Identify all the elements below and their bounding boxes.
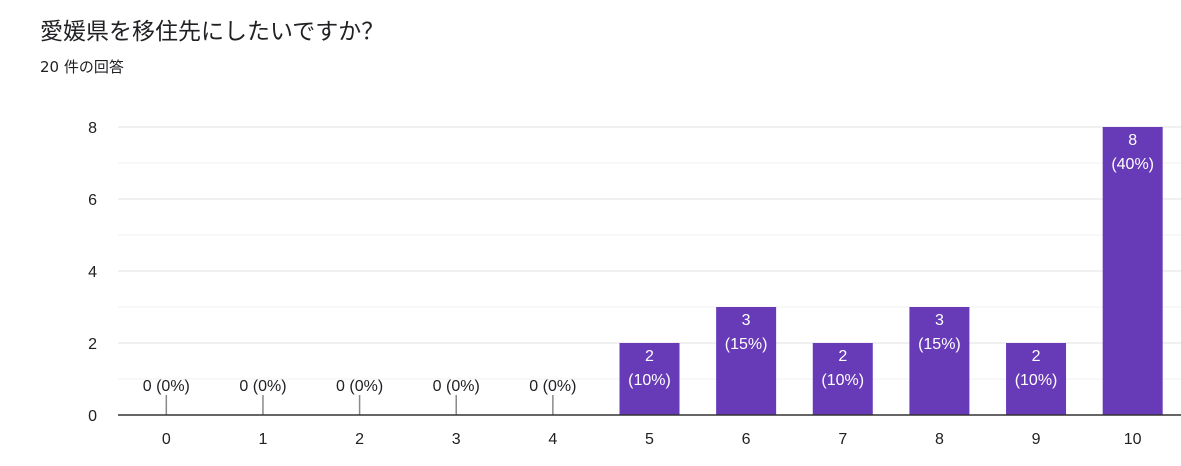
bar-percent-label: (10%) bbox=[821, 372, 864, 389]
response-count: 20 件の回答 bbox=[40, 58, 124, 76]
y-tick-label: 8 bbox=[88, 120, 97, 137]
x-tick-label: 9 bbox=[1032, 431, 1041, 448]
x-tick-label: 10 bbox=[1124, 431, 1142, 448]
bar-value-label: 2 bbox=[1032, 348, 1041, 365]
bar-percent-label: (10%) bbox=[1015, 372, 1058, 389]
x-tick-label: 2 bbox=[355, 431, 364, 448]
y-tick-label: 6 bbox=[88, 192, 97, 209]
x-tick-label: 5 bbox=[645, 431, 654, 448]
y-tick-label: 4 bbox=[88, 264, 97, 281]
bar-data-label: 0 (0%) bbox=[433, 378, 480, 395]
x-tick-label: 0 bbox=[162, 431, 171, 448]
x-tick-label: 6 bbox=[742, 431, 751, 448]
x-tick-label: 4 bbox=[548, 431, 557, 448]
bar-value-label: 3 bbox=[742, 312, 751, 329]
x-tick-label: 3 bbox=[452, 431, 461, 448]
bar-data-label: 0 (0%) bbox=[529, 378, 576, 395]
y-tick-label: 0 bbox=[88, 408, 97, 425]
bar bbox=[716, 307, 777, 415]
bar-percent-label: (10%) bbox=[628, 372, 671, 389]
bar bbox=[909, 307, 970, 415]
bar-data-label: 0 (0%) bbox=[336, 378, 383, 395]
bar bbox=[1006, 343, 1067, 415]
x-tick-label: 1 bbox=[259, 431, 268, 448]
y-tick-label: 2 bbox=[88, 336, 97, 353]
bar-data-label: 0 (0%) bbox=[143, 378, 190, 395]
x-tick-label: 8 bbox=[935, 431, 944, 448]
chart-title: 愛媛県を移住先にしたいですか？ bbox=[40, 19, 385, 45]
bar bbox=[812, 343, 873, 415]
x-tick-label: 7 bbox=[838, 431, 847, 448]
bar-data-label: 0 (0%) bbox=[239, 378, 286, 395]
bar-value-label: 2 bbox=[838, 348, 847, 365]
bar-percent-label: (40%) bbox=[1111, 156, 1154, 173]
bar-value-label: 2 bbox=[645, 348, 654, 365]
bar-percent-label: (15%) bbox=[725, 336, 768, 353]
bar bbox=[619, 343, 680, 415]
bar bbox=[1102, 127, 1163, 415]
bar-value-label: 3 bbox=[935, 312, 944, 329]
bar-value-label: 8 bbox=[1128, 132, 1137, 149]
bar-percent-label: (15%) bbox=[918, 336, 961, 353]
